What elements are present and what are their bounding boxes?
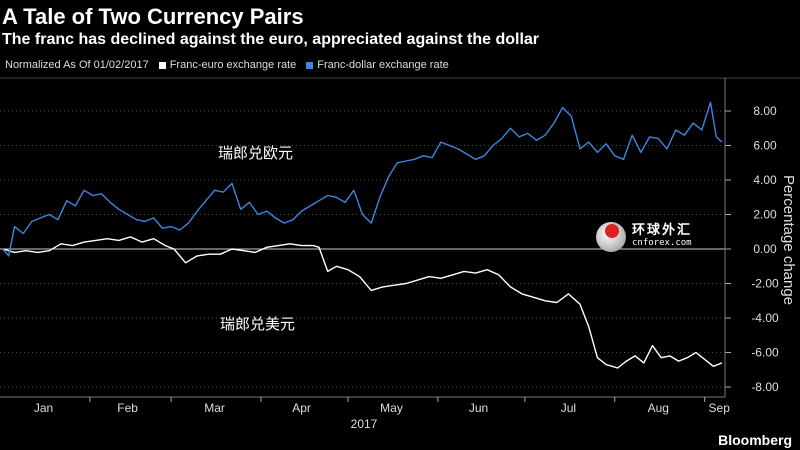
watermark-logo: 环球外汇 cnforex.com [596,222,692,252]
bloomberg-logo: Bloomberg [718,432,792,448]
y-tick-label: 6.00 [753,139,777,153]
legend-swatch-franc-euro [158,61,166,69]
y-tick-label: 8.00 [753,104,777,118]
x-axis: Jan Feb Mar Apr May Jun Jul Aug Sep [0,396,731,415]
series-line-franc-euro [2,236,723,369]
legend-label-franc-euro: Franc-euro exchange rate [169,59,297,71]
normalization-note: Normalized As Of 01/02/2017 [5,59,149,71]
annotation-upper: 瑞郎兑欧元 [218,145,293,162]
legend: Normalized As Of 01/02/2017 Franc-euro e… [5,59,449,71]
y-tick-label: 0.00 [753,242,777,256]
y-tick-label: -6.00 [751,346,779,360]
x-tick-label: May [380,401,403,415]
y-axis-title: Percentage change [780,175,797,305]
y-tick-label: 2.00 [753,208,777,222]
year-label: 2017 [351,417,378,431]
annotation-lower: 瑞郎兑美元 [220,316,295,333]
x-tick-label: Jul [561,401,576,415]
x-tick-label: Apr [292,401,311,415]
y-tick-label: -8.00 [751,380,779,394]
y-axis: 8.00 6.00 4.00 2.00 0.00 -2.00 -4.00 -6.00 -8.00 [724,78,779,397]
chart-subtitle: The franc has declined against the euro,… [2,31,540,48]
y-tick-label: 4.00 [753,173,777,187]
series-line-franc-dollar [2,101,723,257]
x-tick-label: Aug [648,401,669,415]
x-tick-label: Jun [469,401,488,415]
watermark-chinese-text: 环球外汇 [632,223,693,238]
watermark-url: cnforex.com [632,238,692,248]
globe-icon [596,222,626,252]
legend-swatch-franc-dollar [306,61,314,69]
x-tick-label: Sep [709,401,731,415]
y-tick-label: -4.00 [751,311,779,325]
x-tick-label: Jan [34,401,53,415]
series-group [2,101,723,369]
chart-title: A Tale of Two Currency Pairs [2,4,304,29]
x-tick-label: Feb [117,401,138,415]
legend-label-franc-dollar: Franc-dollar exchange rate [317,59,449,71]
x-tick-label: Mar [204,401,225,415]
y-tick-label: -2.00 [751,277,779,291]
